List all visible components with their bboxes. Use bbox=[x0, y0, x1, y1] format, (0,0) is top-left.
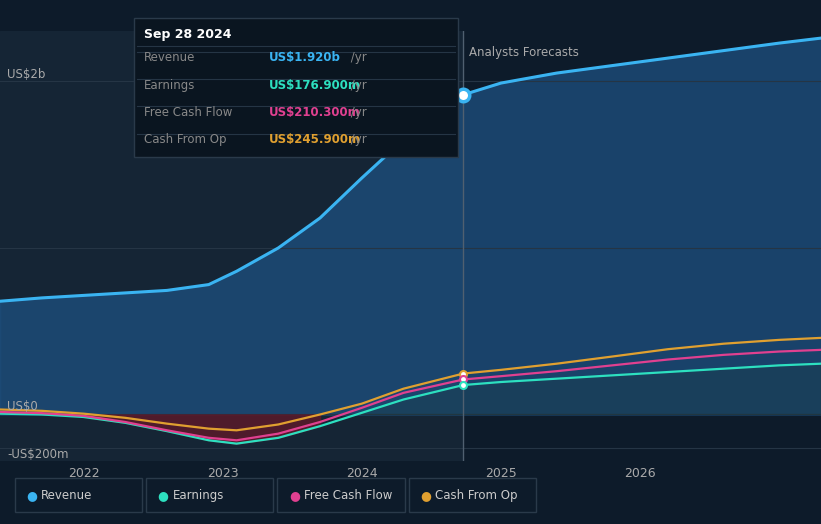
Text: /yr: /yr bbox=[347, 106, 367, 119]
Text: Cash From Op: Cash From Op bbox=[144, 133, 226, 146]
Text: Free Cash Flow: Free Cash Flow bbox=[304, 489, 392, 501]
Text: Earnings: Earnings bbox=[172, 489, 224, 501]
Text: /yr: /yr bbox=[347, 79, 367, 92]
Text: Cash From Op: Cash From Op bbox=[435, 489, 517, 501]
Text: ●: ● bbox=[158, 489, 168, 501]
Bar bbox=[463, 31, 821, 461]
Text: Earnings: Earnings bbox=[144, 79, 195, 92]
Text: Past: Past bbox=[433, 47, 458, 60]
Text: /yr: /yr bbox=[347, 133, 367, 146]
Text: US$0: US$0 bbox=[7, 400, 38, 413]
Text: US$210.300m: US$210.300m bbox=[269, 106, 361, 119]
Text: US$176.900m: US$176.900m bbox=[269, 79, 361, 92]
Text: ●: ● bbox=[289, 489, 300, 501]
Text: -US$200m: -US$200m bbox=[7, 448, 68, 461]
Text: US$1.920b: US$1.920b bbox=[269, 51, 342, 64]
Text: Analysts Forecasts: Analysts Forecasts bbox=[469, 47, 579, 60]
Text: /yr: /yr bbox=[347, 51, 367, 64]
Text: Free Cash Flow: Free Cash Flow bbox=[144, 106, 232, 119]
Text: Revenue: Revenue bbox=[41, 489, 93, 501]
Text: US$245.900m: US$245.900m bbox=[269, 133, 361, 146]
Text: Sep 28 2024: Sep 28 2024 bbox=[144, 28, 232, 41]
Text: ●: ● bbox=[420, 489, 431, 501]
Text: Revenue: Revenue bbox=[144, 51, 195, 64]
Text: US$2b: US$2b bbox=[7, 69, 45, 81]
Bar bbox=[0, 31, 463, 461]
Text: ●: ● bbox=[26, 489, 37, 501]
